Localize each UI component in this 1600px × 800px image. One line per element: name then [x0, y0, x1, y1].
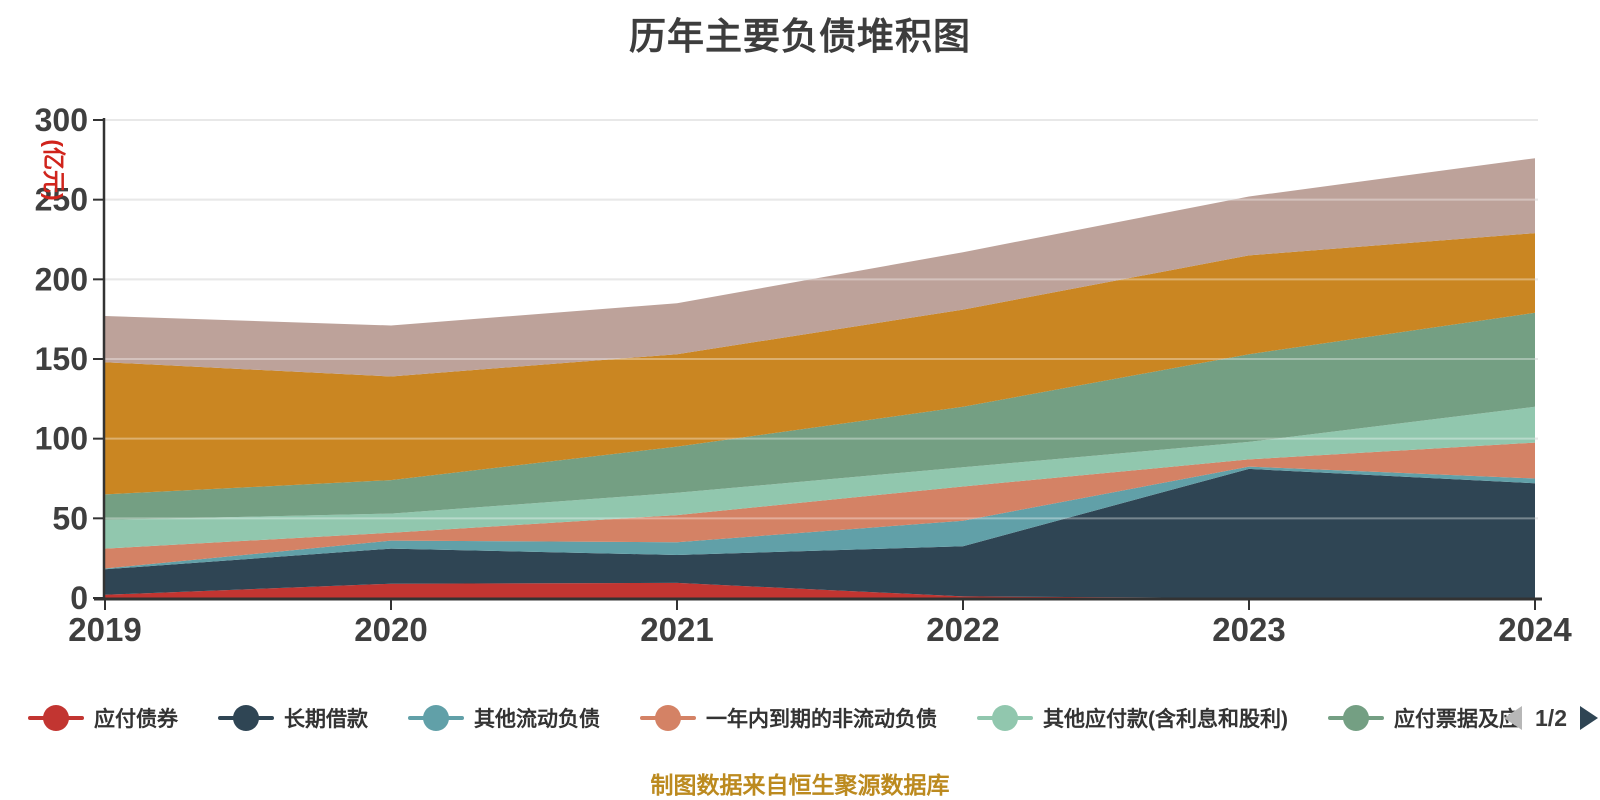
area-series-4 [105, 442, 1535, 569]
x-axis-label: 2020 [354, 611, 427, 648]
x-axis-label: 2023 [1212, 611, 1285, 648]
legend-marker-icon [218, 704, 274, 732]
legend-prev-arrow-icon[interactable] [1504, 706, 1523, 730]
legend-label: 应付票据及应 [1394, 708, 1520, 731]
area-series-3 [105, 466, 1535, 570]
area-series-2 [105, 468, 1535, 598]
legend-label: 其他应付款(含利息和股利) [1043, 708, 1288, 731]
y-axis-label: 0 [70, 580, 88, 616]
x-axis-label: 2022 [926, 611, 999, 648]
gridlines-overlay [103, 119, 1538, 520]
legend: 应付债券 长期借款 其他流动负债 一年内到期的非流动负债 其他应付款(含利息和股利) 应付… [0, 695, 1522, 741]
legend-marker-icon [28, 704, 84, 732]
legend-item-3[interactable]: 其他流动负债 [408, 703, 600, 733]
area-series-7 [105, 233, 1535, 495]
y-axis-label: 100 [35, 421, 88, 457]
legend-item-2[interactable]: 长期借款 [218, 703, 368, 733]
legend-marker-icon [977, 704, 1033, 732]
x-axis-ticks: 2019 2020 2021 2022 2023 2024 [68, 599, 1572, 648]
legend-pager: 1/2 [1504, 695, 1598, 741]
legend-item-4[interactable]: 一年内到期的非流动负债 [640, 703, 937, 733]
x-axis-label: 2019 [68, 611, 141, 648]
y-axis-ticks: 0 50 100 150 200 250 300 [35, 102, 104, 616]
legend-marker-icon [1328, 704, 1384, 732]
x-axis-label: 2021 [640, 611, 713, 648]
y-axis-unit-label: (亿元) [41, 139, 67, 200]
legend-item-6[interactable]: 应付票据及应 [1328, 703, 1520, 733]
area-series-5 [105, 406, 1535, 549]
legend-page-indicator: 1/2 [1535, 704, 1567, 731]
area-series-1 [105, 582, 1535, 598]
y-axis-label: 50 [52, 500, 88, 536]
area-series-8 [105, 158, 1535, 377]
y-axis-label: 250 [35, 182, 88, 218]
area-series-group [105, 158, 1535, 598]
legend-label: 应付债券 [94, 708, 178, 731]
legend-item-5[interactable]: 其他应付款(含利息和股利) [977, 703, 1288, 733]
legend-marker-icon [640, 704, 696, 732]
legend-label: 长期借款 [284, 708, 368, 731]
source-note: 制图数据来自恒生聚源数据库 [650, 772, 950, 798]
chart-title: 历年主要负债堆积图 [629, 16, 971, 57]
legend-item-1[interactable]: 应付债券 [28, 703, 178, 733]
legend-label: 一年内到期的非流动负债 [706, 708, 937, 731]
y-axis-label: 300 [35, 102, 88, 138]
legend-marker-icon [408, 704, 464, 732]
y-axis-label: 150 [35, 341, 88, 377]
legend-label: 其他流动负债 [474, 708, 600, 731]
y-axis-label: 200 [35, 261, 88, 297]
legend-next-arrow-icon[interactable] [1580, 706, 1598, 730]
x-axis-label: 2024 [1498, 611, 1572, 648]
area-series-6 [105, 312, 1535, 520]
